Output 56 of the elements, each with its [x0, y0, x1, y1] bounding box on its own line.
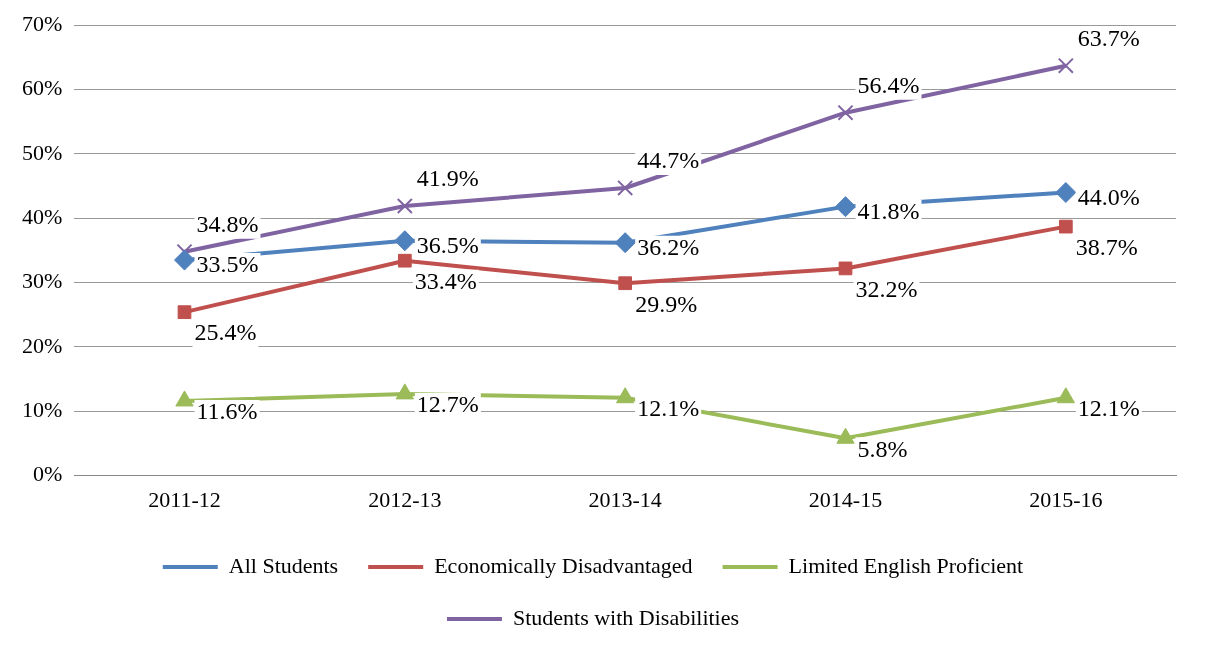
- y-tick-label: 70%: [22, 10, 63, 36]
- point: [395, 383, 414, 400]
- data-label: 44.7%: [637, 147, 700, 174]
- x-tick-label: 2015-16: [1029, 486, 1103, 512]
- point: [394, 230, 416, 252]
- y-tick-label: 40%: [22, 204, 63, 230]
- point: [396, 197, 413, 215]
- data-label: 12.7%: [416, 391, 479, 418]
- point: [1057, 57, 1074, 74]
- x-tick-label: 2013-14: [588, 486, 662, 512]
- point: [838, 261, 853, 276]
- point: [1055, 181, 1077, 203]
- data-label: 36.2%: [637, 233, 700, 260]
- y-tick-label: 60%: [22, 75, 63, 101]
- y-tick-label: 30%: [22, 268, 63, 294]
- data-label: 33.4%: [414, 267, 477, 294]
- data-label: 36.5%: [416, 232, 479, 259]
- legend-label: Limited English Proficient: [788, 552, 1024, 578]
- data-label: 12.1%: [637, 395, 700, 422]
- data-label: 34.8%: [196, 210, 259, 237]
- data-label: 32.2%: [855, 275, 918, 302]
- data-label: 11.6%: [196, 398, 258, 425]
- point: [616, 387, 635, 404]
- legend-label: Economically Disadvantaged: [434, 552, 693, 578]
- x-tick-label: 2011-12: [148, 486, 221, 512]
- data-label: 63.7%: [1077, 25, 1140, 52]
- y-tick-label: 20%: [22, 332, 63, 358]
- data-label: 41.8%: [857, 197, 920, 224]
- point: [614, 232, 636, 254]
- point: [1058, 219, 1073, 234]
- legend-label: All Students: [228, 552, 339, 578]
- y-tick-label: 50%: [22, 139, 63, 165]
- legend-label: Students with Disabilities: [512, 604, 740, 630]
- y-tick-label: 10%: [22, 397, 63, 423]
- point: [173, 249, 195, 271]
- point: [397, 253, 412, 268]
- data-label: 25.4%: [194, 319, 257, 346]
- point: [177, 305, 192, 320]
- data-label: 29.9%: [635, 290, 698, 317]
- point: [617, 179, 634, 197]
- data-label: 12.1%: [1077, 395, 1140, 422]
- x-tick-label: 2014-15: [808, 486, 883, 512]
- point: [836, 427, 855, 444]
- data-label: 44.0%: [1077, 183, 1140, 210]
- point: [835, 196, 856, 218]
- data-label: 5.8%: [857, 435, 908, 462]
- data-label: 33.5%: [196, 251, 259, 278]
- x-tick-label: 2012-13: [368, 486, 442, 512]
- data-label: 38.7%: [1075, 233, 1138, 260]
- point: [618, 276, 633, 291]
- point: [837, 104, 854, 121]
- data-label: 56.4%: [857, 72, 920, 98]
- data-label: 41.9%: [416, 165, 479, 192]
- point: [1056, 387, 1075, 404]
- y-tick-label: 0%: [33, 461, 63, 487]
- point: [175, 390, 194, 407]
